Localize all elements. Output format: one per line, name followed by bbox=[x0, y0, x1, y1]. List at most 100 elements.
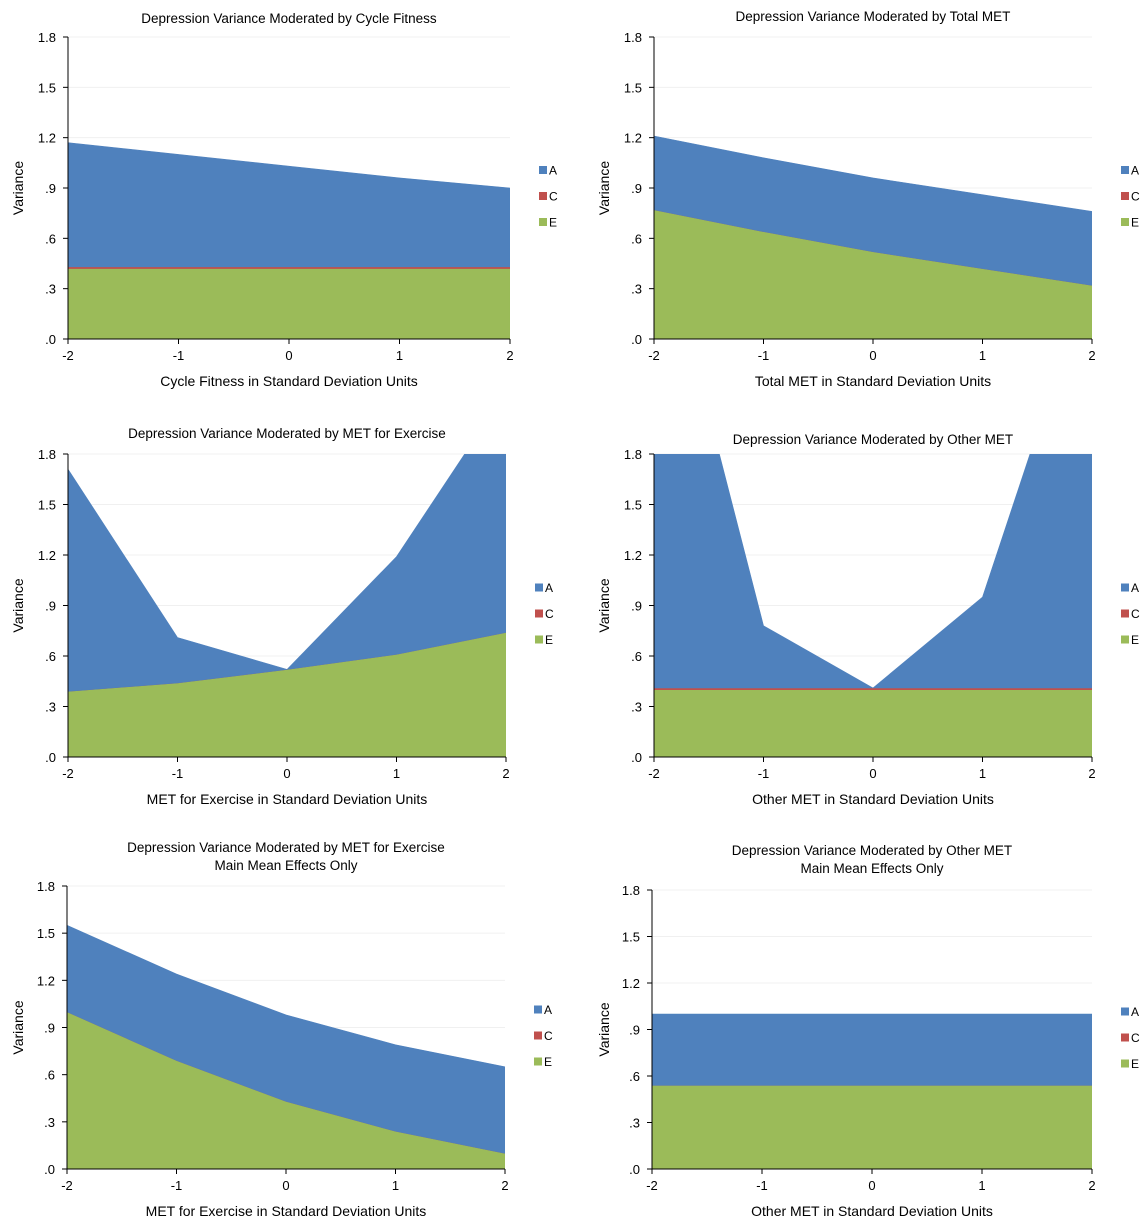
y-tick-label: 1.8 bbox=[624, 30, 642, 45]
area-group bbox=[652, 1013, 1092, 1169]
chart-svg: .0 .3 .6 .9 1.2 1.5 1.8 -2 -1 0 1 2 Depression Varia… bbox=[10, 426, 554, 807]
y-tick-label: .6 bbox=[629, 1069, 640, 1084]
y-tick-label: .6 bbox=[631, 231, 642, 246]
chart-panel-met-exercise-main: .0 .3 .6 .9 1.2 1.5 1.8 -2 -1 0 1 2 Depression Varia… bbox=[0, 830, 560, 1230]
y-axis-label: Variance bbox=[10, 578, 26, 632]
y-tick-label: .0 bbox=[631, 332, 642, 347]
y-axis-label: Variance bbox=[596, 578, 612, 632]
legend-swatch-a bbox=[534, 1005, 542, 1014]
legend-label-c: C bbox=[549, 190, 558, 204]
area-e bbox=[68, 268, 510, 339]
y-tick-label: 1.8 bbox=[38, 447, 56, 462]
x-tick-label: -2 bbox=[648, 766, 660, 781]
x-tick-label: -2 bbox=[62, 348, 74, 363]
y-tick-label: 1.5 bbox=[622, 930, 640, 945]
legend-swatch-c bbox=[1121, 192, 1129, 200]
legend-label-e: E bbox=[1131, 216, 1139, 230]
area-a bbox=[68, 454, 506, 692]
chart-panel-other-met-main: .0 .3 .6 .9 1.2 1.5 1.8 -2 -1 0 1 2 Depression Varia… bbox=[586, 830, 1146, 1230]
legend-swatch-a bbox=[1121, 1007, 1129, 1016]
chart-svg: .0 .3 .6 .9 1.2 1.5 1.8 -2 -1 0 1 2 Depression Varia… bbox=[10, 11, 558, 389]
x-tick-label: 0 bbox=[282, 1178, 289, 1193]
area-group bbox=[68, 454, 506, 757]
legend-label-e: E bbox=[544, 1055, 552, 1069]
area-e bbox=[652, 1085, 1092, 1169]
y-tick-label: .9 bbox=[629, 1023, 640, 1038]
x-axis-label: Other MET in Standard Deviation Units bbox=[751, 1203, 993, 1219]
legend-label-a: A bbox=[1131, 164, 1139, 178]
x-tick-label: -2 bbox=[646, 1178, 658, 1193]
x-tick-label: 2 bbox=[501, 1178, 508, 1193]
y-axis-label: Variance bbox=[10, 1000, 26, 1054]
legend-swatch-c bbox=[539, 192, 547, 200]
y-tick-label: .6 bbox=[45, 231, 56, 246]
y-axis-label: Variance bbox=[10, 161, 26, 215]
legend-swatch-a bbox=[1121, 166, 1129, 174]
y-tick-label: .3 bbox=[629, 1116, 640, 1131]
y-tick-label: .9 bbox=[631, 599, 642, 614]
chart-panel-cycle-fitness: .0 .3 .6 .9 1.2 1.5 1.8 -2 -1 0 1 2 Depression Varia… bbox=[0, 0, 560, 400]
legend-swatch-e bbox=[1121, 1059, 1129, 1068]
chart-panel-total-met: .0 .3 .6 .9 1.2 1.5 1.8 -2 -1 0 1 2 Depression Varia… bbox=[586, 0, 1146, 400]
area-group bbox=[654, 135, 1092, 339]
y-tick-label: 1.8 bbox=[37, 879, 55, 894]
x-tick-label: -1 bbox=[171, 1178, 183, 1193]
x-tick-label: -2 bbox=[62, 766, 74, 781]
chart-panel-other-met: .0 .3 .6 .9 1.2 1.5 1.8 -2 -1 0 1 2 Depression Varia… bbox=[586, 418, 1146, 818]
y-tick-label: 1.2 bbox=[37, 973, 55, 988]
chart-svg: .0 .3 .6 .9 1.2 1.5 1.8 -2 -1 0 1 2 Depression Varia… bbox=[596, 432, 1140, 807]
y-tick-label: .6 bbox=[45, 649, 56, 664]
legend-label-a: A bbox=[1131, 581, 1139, 595]
legend-swatch-e bbox=[1121, 635, 1129, 644]
y-tick-label: 1.2 bbox=[38, 548, 56, 563]
area-a bbox=[654, 454, 1092, 689]
legend-label-c: C bbox=[1131, 1031, 1140, 1045]
x-tick-label: -2 bbox=[61, 1178, 73, 1193]
y-tick-label: 1.8 bbox=[38, 30, 56, 45]
legend-label-c: C bbox=[1131, 607, 1140, 621]
x-tick-label: -1 bbox=[172, 766, 184, 781]
chart-title: Depression Variance Moderated by Other M… bbox=[732, 843, 1012, 858]
legend-label-c: C bbox=[1131, 190, 1140, 204]
y-tick-label: .0 bbox=[631, 750, 642, 765]
y-tick-label: 1.8 bbox=[624, 447, 642, 462]
y-tick-label: 1.2 bbox=[624, 131, 642, 146]
x-tick-label: 1 bbox=[978, 1178, 985, 1193]
y-tick-label: .3 bbox=[45, 700, 56, 715]
legend-label-e: E bbox=[545, 633, 553, 647]
chart-title: Depression Variance Moderated by MET for… bbox=[127, 840, 445, 855]
chart-panel-met-exercise: .0 .3 .6 .9 1.2 1.5 1.8 -2 -1 0 1 2 Depression Varia… bbox=[0, 418, 560, 818]
area-group bbox=[654, 454, 1092, 757]
area-e bbox=[654, 689, 1092, 757]
chart-title: Depression Variance Moderated by Other M… bbox=[733, 432, 1013, 447]
y-tick-label: .0 bbox=[45, 750, 56, 765]
y-tick-label: 1.5 bbox=[624, 498, 642, 513]
y-axis-label: Variance bbox=[596, 1002, 612, 1056]
area-a bbox=[67, 924, 505, 1154]
legend-swatch-e bbox=[534, 1057, 542, 1066]
legend-swatch-a bbox=[1121, 583, 1129, 592]
chart-subtitle: Main Mean Effects Only bbox=[800, 861, 943, 876]
y-tick-label: 1.5 bbox=[624, 80, 642, 95]
x-tick-label: -1 bbox=[758, 766, 770, 781]
x-tick-label: 0 bbox=[285, 348, 292, 363]
legend-swatch-c bbox=[1121, 609, 1129, 618]
y-tick-label: .0 bbox=[45, 332, 56, 347]
legend-swatch-a bbox=[535, 583, 543, 592]
legend-label-c: C bbox=[545, 607, 554, 621]
x-tick-label: 2 bbox=[506, 348, 513, 363]
y-tick-label: .9 bbox=[45, 181, 56, 196]
x-tick-label: 0 bbox=[283, 766, 290, 781]
x-axis-label: MET for Exercise in Standard Deviation U… bbox=[147, 791, 428, 807]
x-tick-label: -2 bbox=[648, 348, 660, 363]
x-tick-label: 0 bbox=[868, 1178, 875, 1193]
chart-svg: .0 .3 .6 .9 1.2 1.5 1.8 -2 -1 0 1 2 Depression Varia… bbox=[10, 840, 553, 1219]
legend-swatch-c bbox=[534, 1031, 542, 1040]
x-tick-label: 1 bbox=[392, 1178, 399, 1193]
legend-swatch-e bbox=[1121, 218, 1129, 226]
y-tick-label: 1.5 bbox=[38, 80, 56, 95]
y-tick-label: 1.2 bbox=[622, 976, 640, 991]
x-tick-label: 1 bbox=[979, 766, 986, 781]
x-tick-label: 1 bbox=[979, 348, 986, 363]
legend-swatch-c bbox=[535, 609, 543, 618]
